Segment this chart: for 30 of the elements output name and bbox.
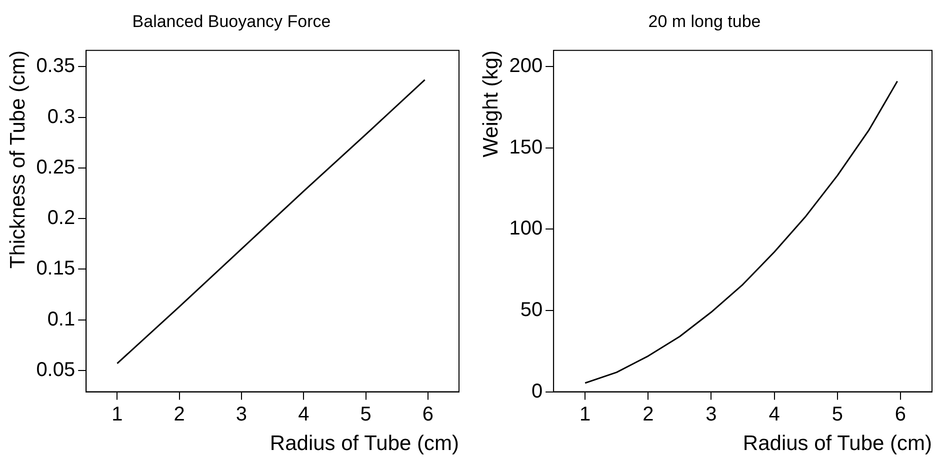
x-tick-label: 3 — [236, 403, 248, 426]
x-tick-label: 4 — [298, 403, 310, 426]
y-axis-title: Weight (kg) — [479, 50, 502, 158]
x-tick-label: 5 — [360, 403, 372, 426]
y-tick-label: 0.3 — [47, 106, 76, 128]
y-tick-label: 0.2 — [47, 207, 76, 230]
x-tick-label: 2 — [642, 403, 654, 426]
y-tick-label: 50 — [520, 299, 543, 322]
x-tick-label: 1 — [112, 403, 123, 426]
x-tick-label: 6 — [894, 403, 906, 426]
x-tick-label: 1 — [580, 403, 591, 426]
y-tick-label: 0 — [531, 380, 543, 402]
y-tick-label: 150 — [509, 136, 543, 158]
x-tick-label: 2 — [174, 403, 185, 426]
x-tick-label: 4 — [768, 403, 780, 426]
y-tick-label: 100 — [509, 218, 543, 240]
y-tick-label: 0.1 — [47, 308, 76, 330]
chart-title: Balanced Buoyancy Force — [132, 12, 331, 31]
y-tick-label: 0.15 — [36, 258, 76, 280]
x-axis-title: Radius of Tube (cm) — [742, 432, 932, 456]
y-tick-label: 0.35 — [36, 55, 76, 78]
y-tick-label: 0.25 — [36, 156, 76, 178]
x-tick-label: 5 — [832, 403, 843, 426]
y-tick-label: 0.05 — [36, 359, 76, 382]
x-tick-label: 6 — [422, 403, 434, 426]
y-axis-title: Thickness of Tube (cm) — [6, 50, 30, 269]
y-tick-label: 200 — [509, 55, 543, 78]
x-axis-title: Radius of Tube (cm) — [270, 432, 459, 456]
x-tick-label: 3 — [706, 403, 717, 426]
chart-title: 20 m long tube — [648, 12, 761, 31]
